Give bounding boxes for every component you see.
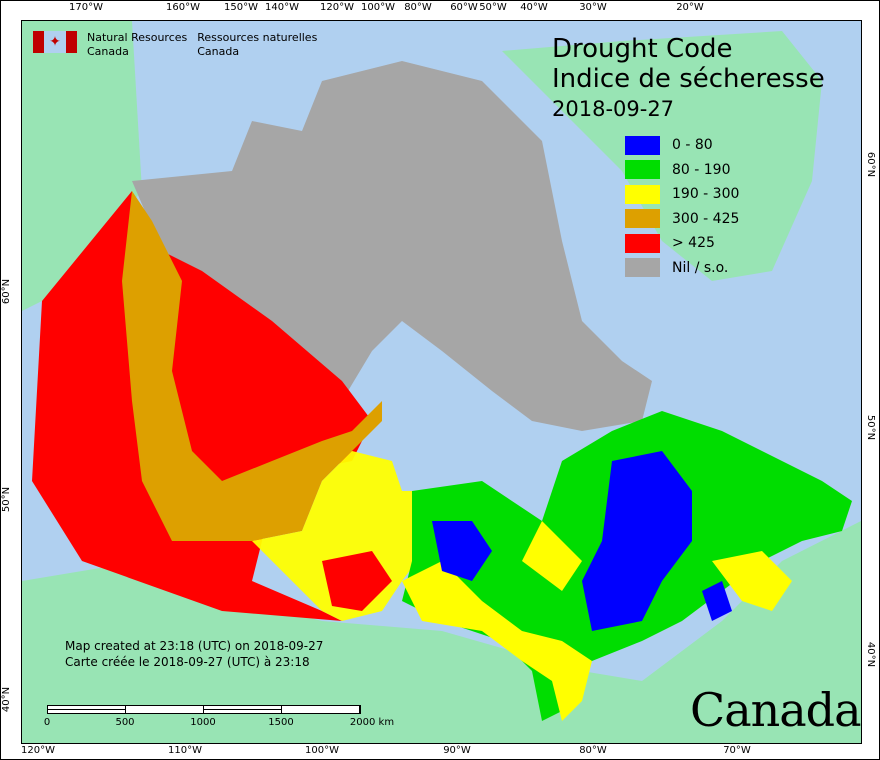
scale-label: 0 bbox=[43, 717, 51, 728]
legend-swatch bbox=[625, 233, 660, 253]
moderate-drought-patch bbox=[402, 561, 592, 721]
map-date: 2018-09-27 bbox=[552, 97, 675, 121]
extreme-drought-patch bbox=[322, 551, 392, 611]
title-fr: Indice de sécheresse bbox=[552, 64, 825, 94]
map-canvas bbox=[22, 21, 861, 743]
scale-label: 1500 bbox=[268, 717, 294, 728]
scale-label: 1000 bbox=[190, 717, 216, 728]
moderate-drought-patch bbox=[522, 521, 582, 591]
lon-tick: 80°W bbox=[579, 745, 607, 756]
legend-swatch bbox=[625, 160, 660, 180]
legend-label: 300 - 425 bbox=[672, 210, 740, 227]
legend-item: > 425 bbox=[625, 231, 739, 256]
logo-en-line1: Natural Resources bbox=[87, 31, 188, 44]
scale-label: 2000 km bbox=[349, 717, 395, 728]
lon-tick: 30°W bbox=[579, 2, 607, 13]
lat-tick: 50°N bbox=[1, 486, 13, 513]
lon-tick: 160°W bbox=[166, 2, 200, 13]
lon-tick: 170°W bbox=[69, 2, 103, 13]
legend-item: Nil / s.o. bbox=[625, 256, 739, 281]
legend-swatch bbox=[625, 258, 660, 278]
lon-tick: 120°W bbox=[320, 2, 354, 13]
legend: 0 - 80 80 - 190 190 - 300 300 - 425 > 425 Nil… bbox=[625, 133, 739, 280]
legend-label: 80 - 190 bbox=[672, 161, 731, 178]
lon-tick: 40°W bbox=[520, 2, 548, 13]
lon-tick: 140°W bbox=[265, 2, 299, 13]
lat-tick: 60°N bbox=[1, 278, 13, 305]
no-drought-patch bbox=[432, 521, 492, 581]
legend-label: Nil / s.o. bbox=[672, 259, 729, 276]
canada-flag-icon: ✦ bbox=[33, 31, 77, 53]
scale-bar: 0 500 1000 1500 2000 km bbox=[44, 705, 394, 728]
legend-item: 80 - 190 bbox=[625, 158, 739, 183]
legend-item: 0 - 80 bbox=[625, 133, 739, 158]
legend-item: 190 - 300 bbox=[625, 182, 739, 207]
title-en: Drought Code bbox=[552, 34, 733, 64]
lon-tick: 110°W bbox=[168, 745, 202, 756]
lon-tick: 20°W bbox=[676, 2, 704, 13]
legend-label: 0 - 80 bbox=[672, 137, 713, 154]
note-en: Map created at 23:18 (UTC) on 2018-09-27 bbox=[65, 639, 324, 653]
legend-item: 300 - 425 bbox=[625, 207, 739, 232]
lon-tick: 120°W bbox=[21, 745, 55, 756]
creation-note: Map created at 23:18 (UTC) on 2018-09-27… bbox=[65, 638, 323, 670]
us-land bbox=[22, 521, 861, 743]
legend-label: > 425 bbox=[672, 235, 715, 252]
lon-tick: 50°W bbox=[479, 2, 507, 13]
lon-tick: 100°W bbox=[305, 745, 339, 756]
drought-map[interactable] bbox=[21, 20, 862, 744]
logo-fr-line1: Ressources naturelles bbox=[197, 31, 318, 44]
lon-tick: 80°W bbox=[404, 2, 432, 13]
legend-swatch bbox=[625, 209, 660, 229]
no-drought-patch bbox=[702, 581, 732, 621]
map-title: Drought Code Indice de sécheresse 2018-0… bbox=[552, 34, 825, 124]
legend-label: 190 - 300 bbox=[672, 186, 740, 203]
nrcan-logo: ✦ Natural Resources Canada Ressources nat… bbox=[33, 31, 317, 59]
lon-tick: 150°W bbox=[224, 2, 258, 13]
high-drought-region bbox=[122, 191, 382, 541]
no-drought-patch bbox=[582, 451, 692, 631]
lat-tick: 60°N bbox=[865, 151, 877, 178]
canada-wordmark: Canada bbox=[690, 683, 862, 737]
hudson-bay bbox=[362, 381, 502, 461]
lon-tick: 90°W bbox=[443, 745, 471, 756]
legend-swatch bbox=[625, 184, 660, 204]
moderate-drought-patch bbox=[712, 551, 792, 611]
logo-fr-line2: Canada bbox=[197, 45, 240, 58]
lat-tick: 40°N bbox=[1, 686, 13, 713]
lon-tick: 100°W bbox=[361, 2, 395, 13]
alaska-land bbox=[22, 21, 142, 311]
lon-tick: 70°W bbox=[723, 745, 751, 756]
lon-tick: 60°W bbox=[450, 2, 478, 13]
lat-tick: 40°N bbox=[865, 641, 877, 668]
lat-tick: 50°N bbox=[865, 414, 877, 441]
note-fr: Carte créée le 2018-09-27 (UTC) à 23:18 bbox=[65, 655, 310, 669]
extreme-drought-region bbox=[32, 191, 372, 621]
logo-en-line2: Canada bbox=[87, 45, 129, 58]
legend-swatch bbox=[625, 135, 660, 155]
greenland-land bbox=[502, 31, 822, 281]
scale-label: 500 bbox=[115, 717, 135, 728]
